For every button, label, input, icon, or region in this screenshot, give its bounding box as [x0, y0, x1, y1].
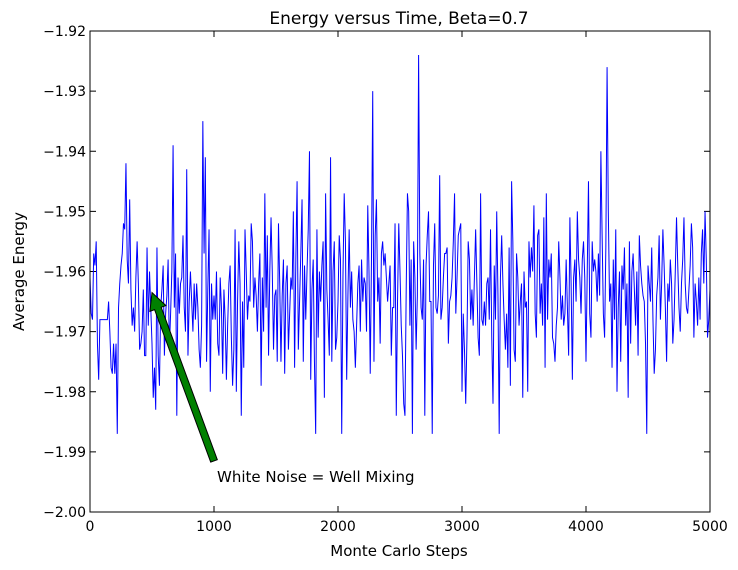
y-tick-label: −1.96 — [43, 265, 86, 281]
y-tick-label: −1.94 — [43, 144, 86, 160]
y-tick-label: −1.95 — [43, 204, 86, 220]
y-axis-ticks: −2.00 −1.99 −1.98 −1.97 −1.96 −1.95 −1.94 −1.93… — [43, 24, 710, 521]
y-tick-label: −2.00 — [43, 505, 86, 521]
x-tick-label: 5000 — [692, 519, 728, 535]
y-tick-label: −1.97 — [43, 325, 86, 341]
x-tick-label: 3000 — [444, 519, 480, 535]
x-tick-label: 4000 — [568, 519, 604, 535]
x-axis-ticks: 0 1000 2000 3000 4000 5000 — [86, 31, 728, 535]
x-tick-label: 2000 — [320, 519, 356, 535]
y-axis-title: Average Energy — [10, 212, 28, 331]
annotation-arrow — [149, 291, 218, 463]
annotation-text: White Noise = Well Mixing — [217, 468, 415, 486]
y-tick-label: −1.92 — [43, 24, 86, 40]
y-tick-label: −1.93 — [43, 84, 86, 100]
energy-series-line — [90, 55, 710, 434]
y-tick-label: −1.99 — [43, 445, 86, 461]
plot-area-frame — [89, 30, 711, 513]
x-axis-title: Monte Carlo Steps — [330, 542, 468, 560]
y-tick-label: −1.98 — [43, 385, 86, 401]
x-tick-label: 0 — [86, 519, 95, 535]
chart-title: Energy versus Time, Beta=0.7 — [269, 9, 528, 29]
x-tick-label: 1000 — [196, 519, 232, 535]
